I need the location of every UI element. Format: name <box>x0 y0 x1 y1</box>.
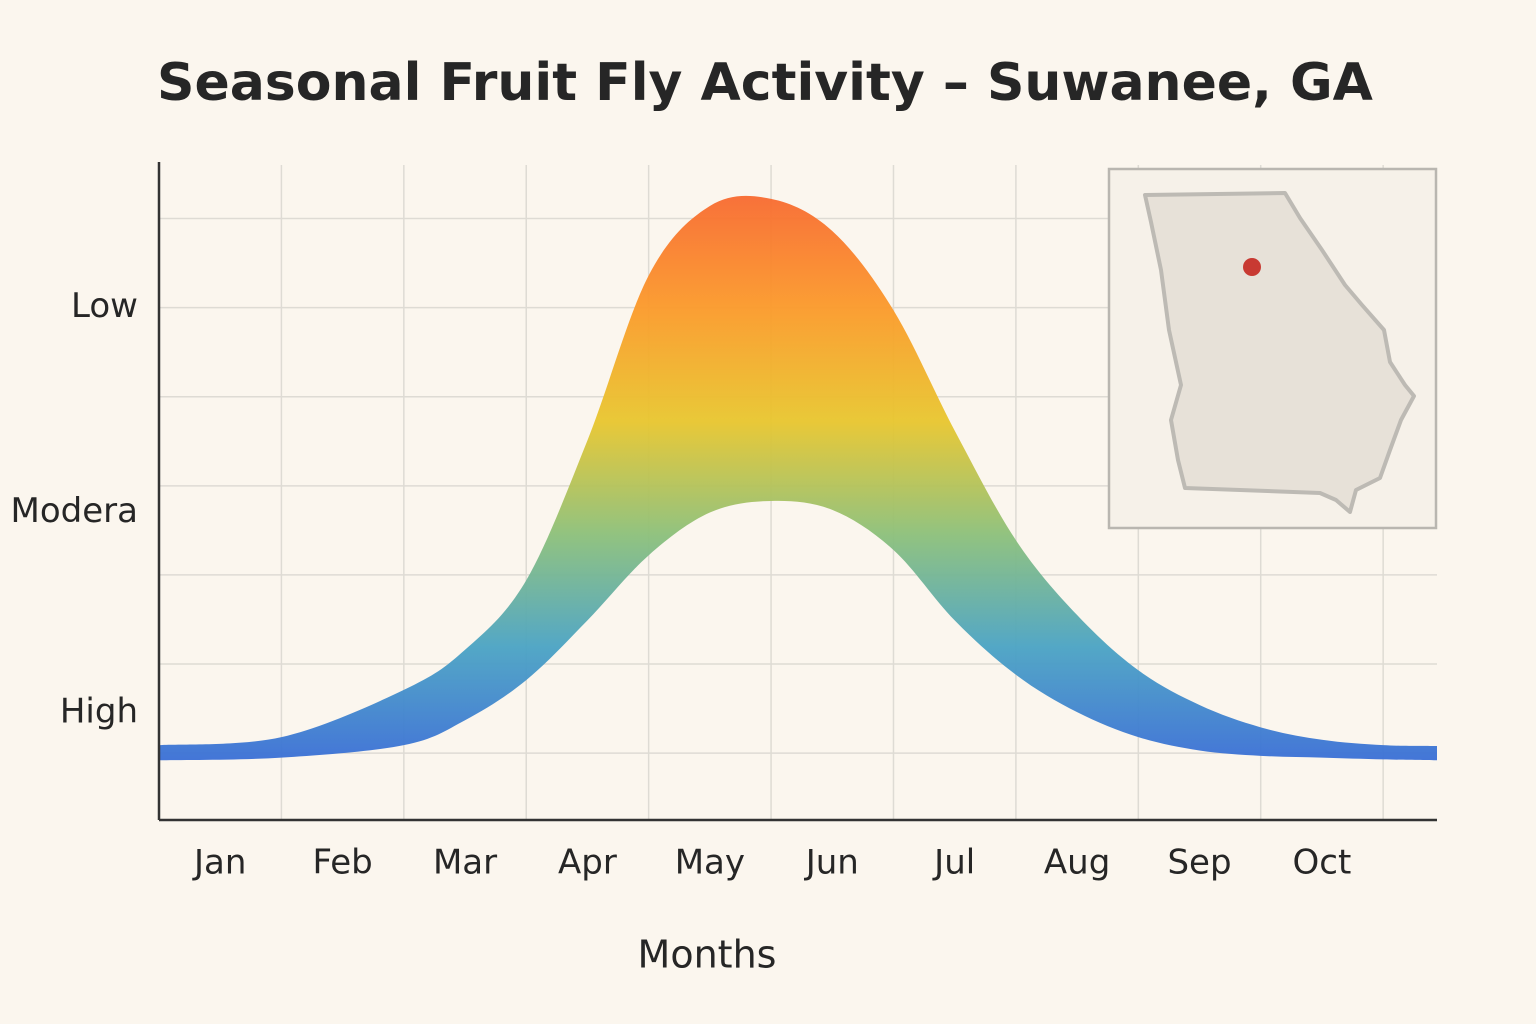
chart-title: Seasonal Fruit Fly Activity – Suwanee, G… <box>157 53 1373 113</box>
x-tick-label: Mar <box>433 843 497 883</box>
map-inset <box>1107 167 1438 530</box>
x-tick-label: Aug <box>1044 843 1110 883</box>
x-tick-label: Apr <box>558 843 617 883</box>
y-tick-label: Modera <box>11 491 138 531</box>
x-tick-label: Oct <box>1293 843 1352 883</box>
activity-band <box>159 195 1437 761</box>
x-tick-label: Sep <box>1167 843 1231 883</box>
marks <box>159 195 1437 761</box>
georgia-outline <box>1143 191 1416 514</box>
x-tick-label: Feb <box>313 843 373 883</box>
y-tick-label: Low <box>71 286 138 326</box>
x-tick-label: Jul <box>932 843 975 883</box>
x-axis-label: Months <box>638 933 777 977</box>
x-tick-label: May <box>675 843 745 883</box>
x-tick-label: Jun <box>804 843 859 883</box>
location-dot <box>1243 258 1261 276</box>
x-tick-label: Jan <box>192 843 246 883</box>
y-tick-label: High <box>60 692 138 732</box>
